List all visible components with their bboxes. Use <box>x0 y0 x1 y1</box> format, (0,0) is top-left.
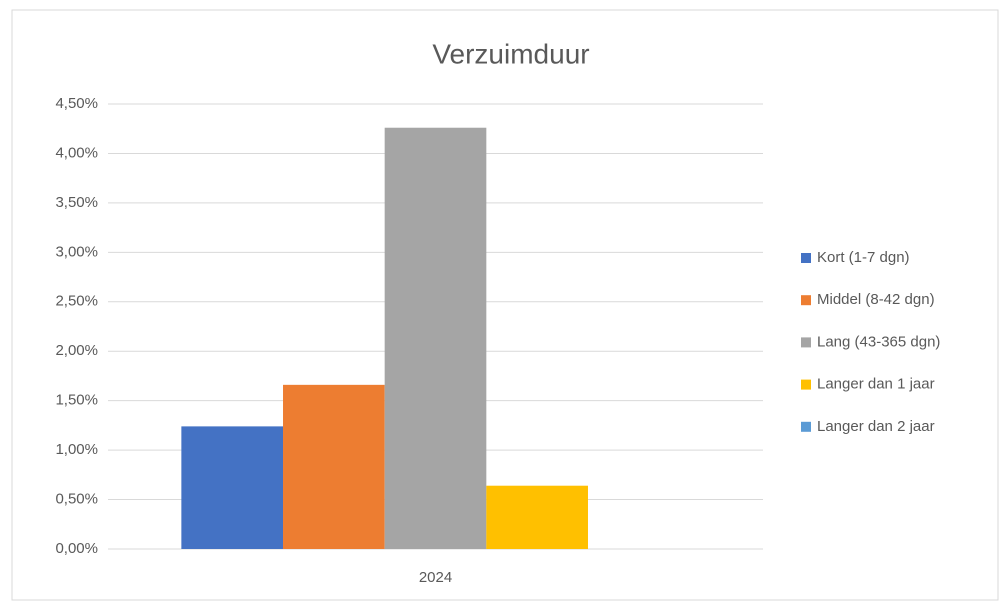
legend-swatch <box>801 253 811 263</box>
y-tick-label: 0,00% <box>55 540 98 557</box>
bar <box>486 485 588 549</box>
legend-swatch <box>801 379 811 390</box>
legend-label: Kort (1-7 dgn) <box>817 249 910 266</box>
bar <box>283 384 385 549</box>
bar <box>181 426 284 549</box>
y-tick-label: 2,00% <box>55 342 98 359</box>
legend-label: Langer dan 2 jaar <box>817 418 935 435</box>
legend-swatch <box>801 421 811 432</box>
x-tick-label: 2024 <box>419 569 452 586</box>
legend-label: Middel (8-42 dgn) <box>817 291 935 308</box>
y-tick-label: 0,50% <box>55 491 98 508</box>
y-tick-label: 1,50% <box>55 392 98 409</box>
legend-swatch <box>801 337 811 348</box>
y-tick-label: 2,50% <box>55 293 98 310</box>
legend-label: Langer dan 1 jaar <box>817 376 935 393</box>
y-tick-label: 4,50% <box>55 95 98 112</box>
legend-swatch <box>801 295 811 306</box>
bar <box>384 127 487 549</box>
legend-label: Lang (43-365 dgn) <box>817 333 940 350</box>
y-tick-label: 3,50% <box>55 194 98 211</box>
y-tick-label: 4,00% <box>55 144 98 161</box>
y-tick-label: 3,00% <box>55 243 98 260</box>
y-tick-label: 1,00% <box>55 441 98 458</box>
chart-title: Verzuimduur <box>432 38 589 69</box>
